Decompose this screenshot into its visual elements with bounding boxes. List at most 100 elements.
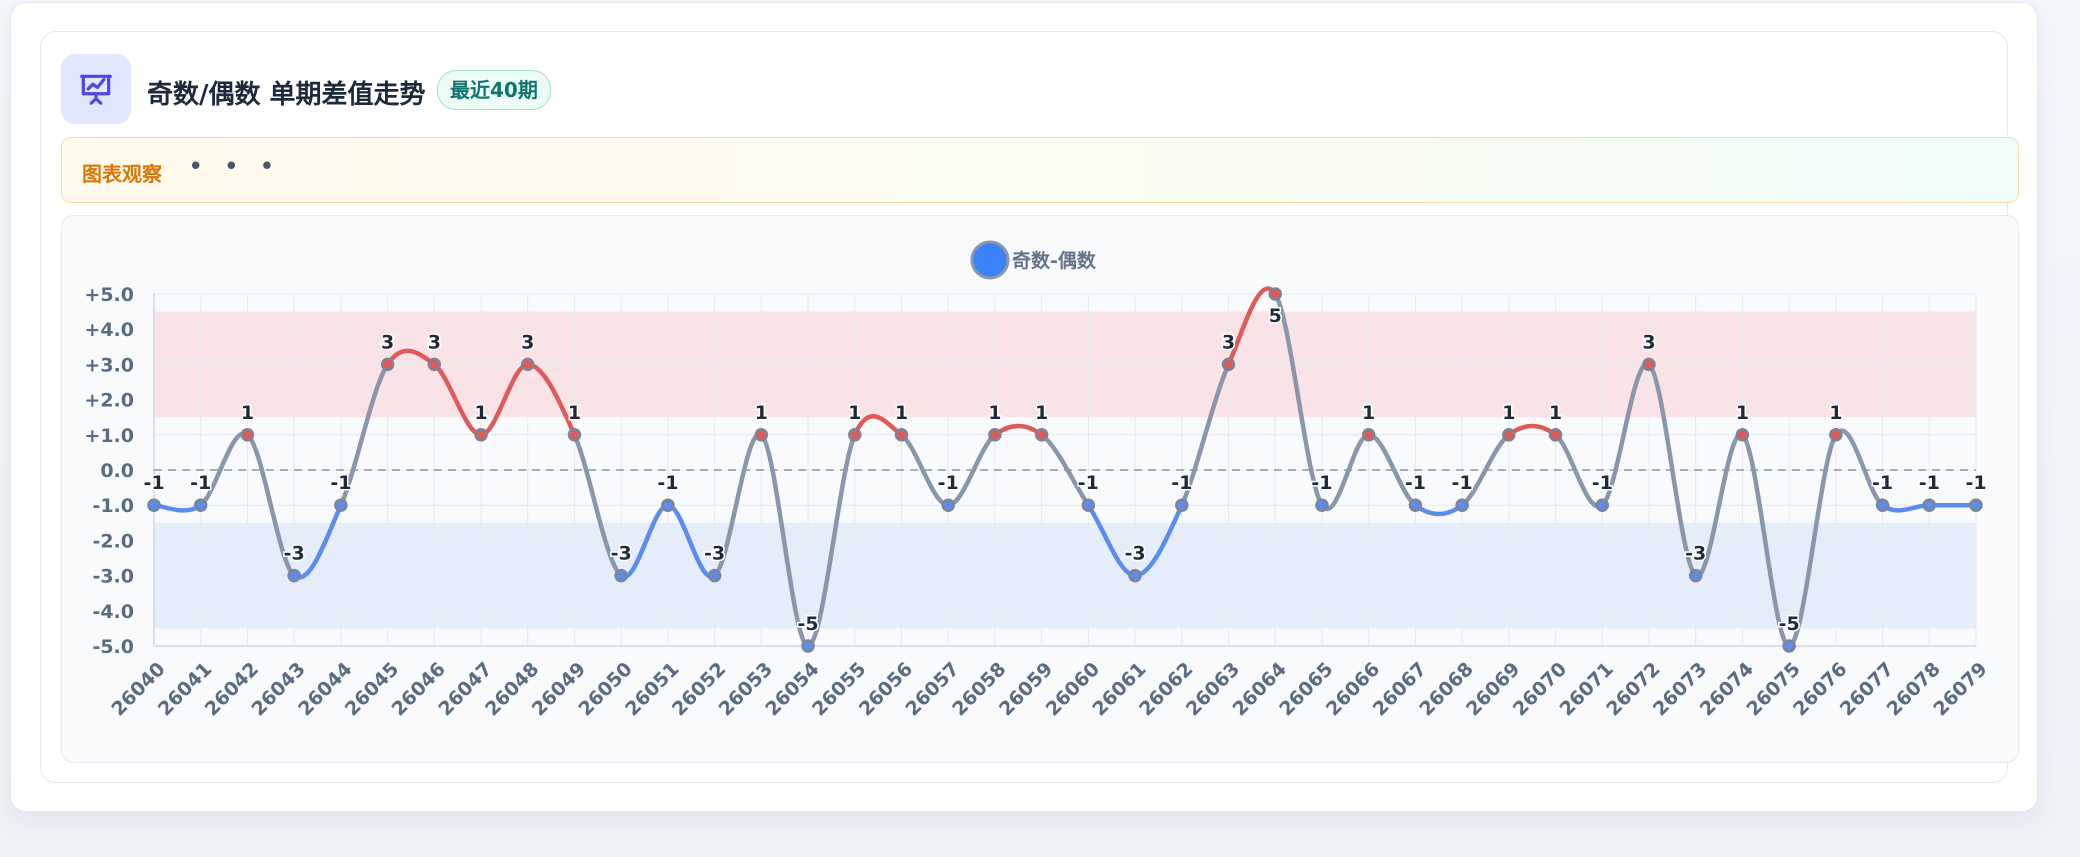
data-label: -1 (1592, 472, 1613, 494)
data-label: 3 (381, 331, 394, 353)
data-point[interactable] (474, 428, 488, 442)
data-point[interactable] (754, 428, 769, 442)
data-point[interactable] (427, 357, 442, 372)
data-label: 1 (755, 402, 768, 424)
y-tick-label: -2.0 (92, 530, 134, 552)
data-label: -1 (1171, 472, 1192, 494)
series-line-segment (1646, 362, 1698, 578)
observation-label: 图表观察 (82, 162, 162, 186)
data-point[interactable] (707, 568, 722, 583)
data-point[interactable] (1548, 428, 1563, 442)
data-point[interactable] (1455, 498, 1469, 512)
data-label: 3 (1642, 331, 1655, 353)
more-dots-icon[interactable]: • • • (188, 152, 281, 182)
data-point[interactable] (1175, 498, 1189, 512)
data-label: -1 (1078, 472, 1099, 494)
data-label: -1 (1405, 472, 1426, 494)
data-label: -3 (611, 543, 632, 565)
series-line-segment (1413, 502, 1465, 517)
data-point[interactable] (1829, 428, 1843, 442)
data-label: -5 (797, 613, 818, 635)
data-label: -1 (190, 472, 211, 494)
data-label: 1 (568, 402, 581, 424)
data-point[interactable] (1922, 498, 1937, 512)
data-point[interactable] (1595, 498, 1610, 512)
series-line-segment (338, 362, 390, 508)
data-point[interactable] (147, 498, 161, 512)
data-point[interactable] (941, 498, 955, 512)
series-line-segment (759, 432, 811, 649)
data-label: -1 (938, 472, 959, 494)
series-line-segment (1226, 286, 1278, 367)
data-point[interactable] (801, 639, 815, 653)
data-label: 1 (1362, 402, 1375, 424)
data-point[interactable] (1969, 498, 1983, 512)
data-point[interactable] (894, 428, 909, 442)
data-label: -1 (330, 472, 351, 494)
data-point[interactable] (1782, 639, 1796, 653)
y-tick-label: +5.0 (84, 284, 134, 306)
data-label: -1 (1919, 472, 1940, 494)
data-label: 1 (848, 402, 861, 424)
data-label: 5 (1269, 305, 1282, 327)
legend-label[interactable]: 奇数-偶数 (1012, 249, 1097, 272)
data-label: -1 (1965, 472, 1986, 494)
page-title: 奇数/偶数 单期差值走势 (147, 80, 426, 110)
data-point[interactable] (1268, 287, 1282, 301)
data-point[interactable] (380, 357, 395, 372)
data-label: 1 (1502, 402, 1515, 424)
data-point[interactable] (1502, 428, 1516, 442)
series-line-segment (805, 432, 858, 649)
data-label: 1 (1549, 402, 1562, 424)
data-point[interactable] (193, 498, 208, 512)
y-tick-label: -1.0 (92, 495, 134, 517)
data-label: 3 (1222, 331, 1235, 353)
y-tick-label: +1.0 (84, 425, 134, 447)
data-point[interactable] (1221, 357, 1236, 372)
data-point[interactable] (1128, 568, 1142, 583)
observation-bar[interactable]: 图表观察 • • • (61, 137, 2019, 203)
series-line-segment (1179, 362, 1231, 508)
data-label: -1 (143, 472, 164, 494)
data-point[interactable] (1034, 428, 1049, 442)
data-point[interactable] (661, 498, 675, 512)
data-label: -1 (1311, 472, 1332, 494)
legend-swatch[interactable] (970, 240, 1010, 280)
series-line-segment (992, 423, 1044, 438)
data-point[interactable] (287, 568, 301, 583)
data-point[interactable] (1408, 498, 1423, 512)
data-point[interactable] (848, 428, 862, 442)
series-line-segment (1553, 432, 1605, 509)
data-point[interactable] (1735, 428, 1750, 442)
line-chart: +5.0 +4.0 +3.0 +2.0 +1.0 0.0 -1.0 -2.0 -3.0 -4.0 -… (84, 240, 1992, 720)
series-line-segment (1506, 423, 1558, 438)
data-point[interactable] (1361, 428, 1376, 442)
data-label: -1 (1872, 472, 1893, 494)
y-tick-label: +2.0 (84, 390, 134, 412)
y-tick-label: -3.0 (92, 566, 134, 588)
data-point[interactable] (1688, 568, 1703, 583)
chart-panel: +5.0 +4.0 +3.0 +2.0 +1.0 0.0 -1.0 -2.0 -3.0 -4.0 -… (61, 215, 2019, 763)
y-tick-label: -4.0 (92, 601, 134, 623)
data-point[interactable] (614, 568, 628, 583)
data-label: -3 (284, 543, 305, 565)
presentation-chart-icon (61, 54, 131, 124)
series-line-segment (1880, 502, 1932, 513)
data-point[interactable] (334, 498, 348, 512)
data-label: 1 (1736, 402, 1749, 424)
series-line-segment (245, 432, 297, 578)
data-point[interactable] (1315, 498, 1329, 512)
data-point[interactable] (567, 428, 582, 442)
series-line-segment (1272, 291, 1325, 508)
y-tick-label: +3.0 (84, 354, 134, 376)
data-label: -5 (1779, 613, 1800, 635)
y-tick-label: 0.0 (100, 460, 134, 482)
data-point[interactable] (988, 428, 1002, 442)
data-point[interactable] (520, 357, 535, 372)
chart-card: 奇数/偶数 单期差值走势 最近40期 图表观察 • • • +5.0 +4.0 +3… (40, 31, 2019, 783)
data-point[interactable] (1875, 498, 1890, 512)
data-point[interactable] (240, 428, 255, 442)
period-badge: 最近40期 (437, 70, 551, 110)
data-point[interactable] (1081, 498, 1096, 512)
data-point[interactable] (1642, 357, 1656, 372)
